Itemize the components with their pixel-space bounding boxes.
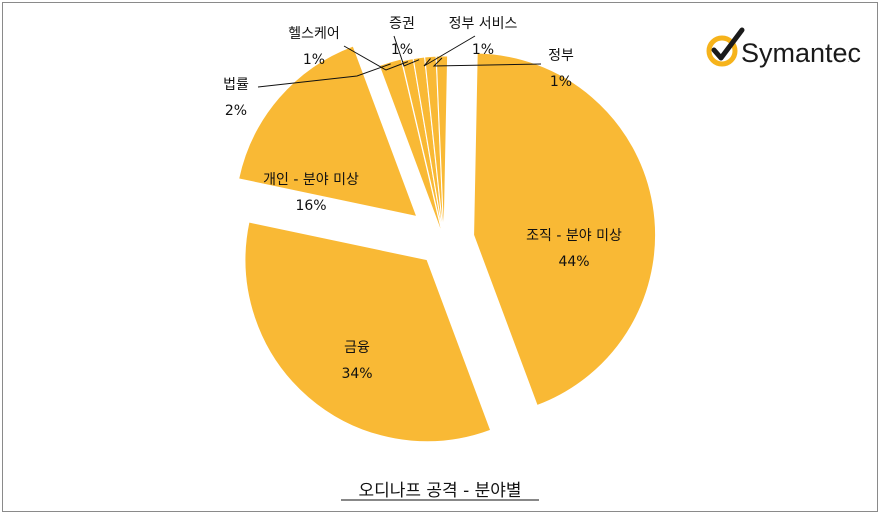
leader-line-4 [343, 45, 409, 71]
leader-line-7 [432, 57, 542, 67]
symantec-logo: Symantec . [706, 27, 861, 68]
slice-name-label-5: 증권 [389, 16, 415, 32]
slice-value-label-4: 1% [303, 52, 325, 68]
slice-name-label-3: 법률 [223, 77, 249, 93]
slice-value-label-0: 44% [558, 254, 589, 270]
slice-name-label-6: 정부 서비스 [449, 16, 518, 32]
leader-lines [257, 35, 542, 88]
checkmark-seal-icon [706, 27, 745, 67]
slice-value-label-7: 1% [550, 74, 572, 90]
leader-line-3 [257, 63, 391, 88]
leader-line-6 [423, 35, 476, 67]
slice-value-label-2: 16% [295, 198, 326, 214]
slice-name-label-0: 조직 - 분야 미상 [526, 228, 622, 244]
leader-line-5 [393, 35, 420, 67]
slice-value-label-6: 1% [472, 42, 494, 58]
logo-wordmark: Symantec [741, 38, 861, 68]
pie-slices [238, 45, 657, 443]
slice-name-label-2: 개인 - 분야 미상 [263, 172, 359, 188]
trademark-mark: . [848, 58, 850, 64]
slice-labels: 조직 - 분야 미상 44% 금융 34% 개인 - 분야 미상 16% 법률 2% 헬스케어 1… [223, 16, 622, 382]
slice-name-label-4: 헬스케어 [288, 26, 340, 42]
slice-name-label-1: 금융 [344, 340, 370, 356]
pie-slice-2 [238, 45, 418, 218]
chart-title: 오디나프 공격 - 분야별 [358, 481, 521, 501]
pie-slice-1 [244, 221, 492, 443]
slice-value-label-1: 34% [341, 366, 372, 382]
slice-value-label-3: 2% [225, 103, 247, 119]
slice-name-label-7: 정부 [548, 48, 574, 64]
pie-slice-0 [473, 52, 657, 407]
slice-value-label-5: 1% [391, 42, 413, 58]
